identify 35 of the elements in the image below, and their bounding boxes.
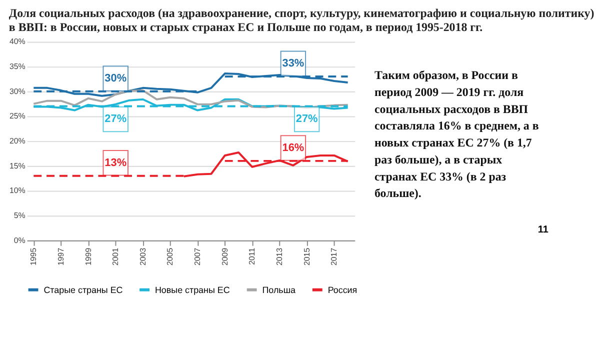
x-tick-label: 1997 (56, 247, 66, 266)
y-tick-label: 25% (9, 112, 26, 121)
x-tick-label: 2007 (193, 247, 202, 266)
annotation: 30% (104, 72, 127, 84)
legend-label: Россия (328, 284, 358, 295)
y-tick-label: 30% (9, 86, 26, 96)
x-tick-label: 2017 (330, 247, 339, 266)
x-tick-label: 2001 (111, 247, 120, 266)
y-tick-label: 5% (14, 211, 26, 220)
y-tick-label: 0% (14, 236, 26, 245)
y-tick-label: 20% (9, 136, 26, 146)
x-tick-label: 2011 (248, 247, 257, 265)
x-tick-label: 2005 (166, 247, 175, 266)
annotation: 13% (104, 156, 127, 169)
annotation: 33% (282, 58, 304, 70)
line-series (32, 89, 349, 109)
x-tick-label: 1999 (84, 247, 93, 266)
annotation: 27% (296, 113, 318, 126)
legend-label: Новые страны ЕС (154, 284, 230, 295)
text: Таким образом, в России в период 2009 — 2019 гг. доля социальных расходов в ВВП составляла 16% в среднем, а в новых странах ЕС 27% (в 1,7 раз больше), а в старых странах ЕС 33% (в 2 раз больше). (374, 68, 540, 200)
legend-label: Старые страны ЕС (44, 284, 124, 295)
legend-label: Польша (262, 284, 296, 295)
annotation: 27% (104, 113, 127, 126)
y-tick-label: 10% (9, 186, 26, 196)
x-tick-label: 2003 (138, 247, 148, 266)
chart-title: Доля социальных расходов (на здравоохранение, спорт, культуру, кинематографию и социальную политику) в ВВП: в России, новых и старых странах ЕС и Польше по годам, в период 1995-2018 гг. (8, 6, 594, 34)
x-tick-label: 2009 (220, 247, 230, 266)
y-tick-label: 35% (9, 62, 26, 72)
text: 11 (538, 224, 549, 236)
y-tick-label: 15% (9, 161, 26, 170)
y-tick-label: 40% (9, 37, 26, 46)
x-tick-label: 1995 (29, 247, 38, 266)
x-tick-label: 2015 (302, 247, 312, 266)
x-tick-label: 2013 (274, 247, 284, 266)
annotation: 16% (282, 142, 304, 154)
